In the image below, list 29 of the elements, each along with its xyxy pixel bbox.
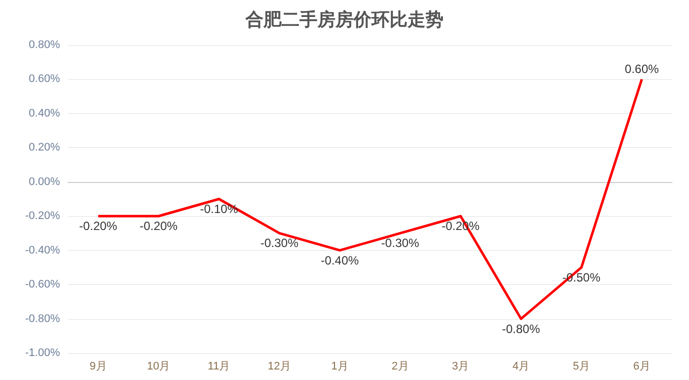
x-tick-label: 5月 — [572, 360, 590, 372]
x-tick-label: 3月 — [452, 360, 470, 372]
data-label: -0.30% — [260, 236, 299, 250]
y-tick-label: 0.00% — [28, 176, 60, 188]
data-label: -0.30% — [381, 236, 420, 250]
data-label: -0.80% — [502, 322, 540, 336]
y-tick-label: -1.00% — [25, 347, 60, 359]
y-tick-label: 0.20% — [28, 142, 60, 154]
y-tick-label: -0.20% — [25, 210, 60, 222]
x-tick-label: 1月 — [331, 360, 348, 372]
x-tick-label: 4月 — [512, 360, 530, 372]
data-label: -0.20% — [79, 219, 118, 234]
y-tick-label: -0.40% — [25, 244, 60, 256]
data-label: -0.40% — [320, 253, 360, 268]
data-label: 0.60% — [624, 62, 660, 76]
y-tick-label: 0.60% — [28, 73, 60, 86]
chart-title: 合肥二手房房价环比走势 — [244, 10, 444, 30]
y-tick-label: -0.60% — [25, 278, 60, 291]
x-tick-label: 9月 — [90, 360, 107, 372]
y-tick-label: 0.80% — [28, 39, 60, 51]
x-tick-label: 6月 — [633, 360, 650, 372]
y-tick-label: -0.80% — [25, 312, 60, 325]
y-tick-label: 0.40% — [28, 107, 60, 120]
data-label: -0.20% — [140, 219, 178, 234]
x-tick-label: 2月 — [392, 360, 409, 372]
x-tick-label: 11月 — [208, 360, 230, 372]
x-tick-label: 12月 — [268, 360, 292, 372]
x-tick-label: 10月 — [146, 360, 170, 372]
data-label: -0.10% — [200, 202, 238, 216]
